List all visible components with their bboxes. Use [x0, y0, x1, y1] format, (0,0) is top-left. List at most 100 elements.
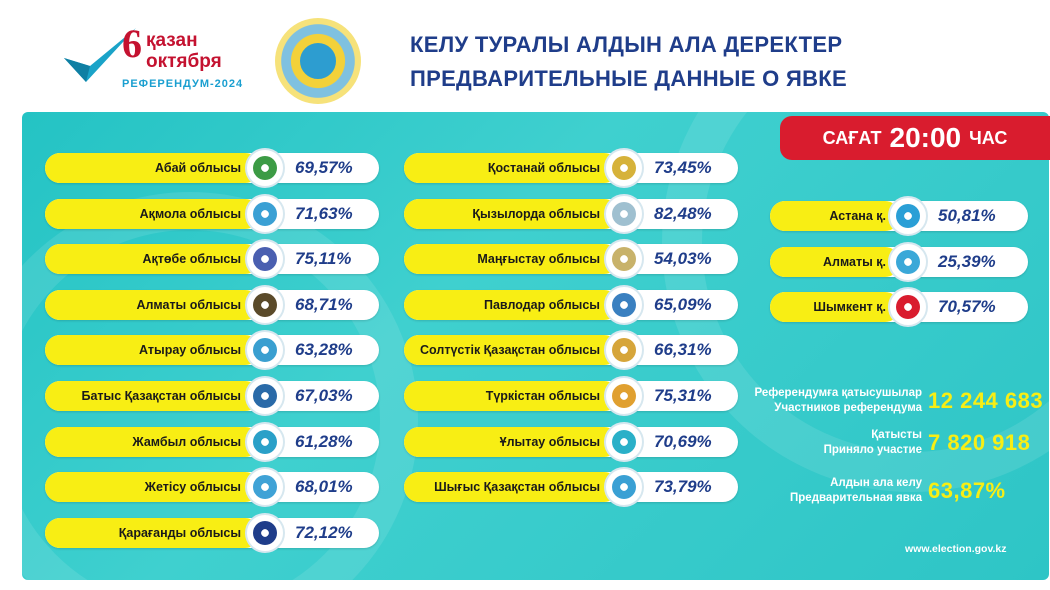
turnout-percent: 68,71%	[295, 294, 353, 314]
kostanay-emblem-icon	[604, 148, 644, 188]
logo-day: 6	[122, 21, 142, 66]
turnout-percent: 75,11%	[295, 249, 352, 269]
region-row: Қостанай облысы 73,45%	[404, 148, 738, 188]
region-name-bar	[404, 198, 619, 229]
turnout-percent: 67,03%	[295, 386, 353, 405]
voted-label-ru: Приняло участие	[823, 444, 922, 456]
region-name: Қостанай облысы	[487, 161, 600, 175]
region-name-bar	[45, 198, 260, 229]
page-title-ru: ПРЕДВАРИТЕЛЬНЫЕ ДАННЫЕ О ЯВКЕ	[410, 66, 847, 91]
logo-referendum: РЕФЕРЕНДУМ-2024	[122, 78, 244, 90]
election-commission-emblem-icon	[275, 18, 361, 104]
west-kazakhstan-emblem-icon	[245, 376, 285, 416]
turnout-percent: 50,81%	[938, 206, 996, 225]
participants-label-kz: Референдумға қатысушылар	[754, 387, 922, 399]
region-row: Абай облысы 69,57%	[45, 148, 379, 188]
region-row: Қызылорда облысы 82,48%	[404, 193, 738, 234]
turnout-value: 63,87%	[928, 478, 1006, 503]
region-row: Астана қ. 50,81%	[770, 196, 1028, 236]
region-row: Алматы облысы 68,71%	[45, 284, 379, 325]
region-name: Жетісу облысы	[144, 480, 241, 495]
region-name-bar	[45, 517, 260, 548]
region-name-bar	[404, 289, 619, 320]
footer-url: www.election.gov.kz	[905, 543, 1007, 555]
turnout-percent: 61,28%	[295, 431, 353, 451]
region-name-bar	[45, 244, 260, 275]
time-badge: САҒАТ 20:00 ЧАС	[780, 116, 1050, 160]
zhambyl-emblem-icon	[245, 421, 285, 462]
turnout-label: Алдын ала келу Предварительная явка	[790, 476, 922, 506]
region-name: Шығыс Қазақстан облысы	[434, 480, 600, 495]
turnout-label-ru: Предварительная явка	[790, 492, 922, 504]
region-row: Түркістан облысы 75,31%	[404, 376, 738, 416]
region-name-bar	[770, 246, 900, 277]
region-name: Абай облысы	[155, 161, 241, 175]
zhetisu-emblem-icon	[245, 467, 285, 508]
region-row: Маңғыстау облысы 54,03%	[404, 239, 738, 280]
shymkent-emblem-icon	[888, 287, 928, 328]
region-name-bar	[45, 153, 260, 183]
referendum-logo: 6 қазан октября РЕФЕРЕНДУМ-2024	[60, 18, 250, 98]
mangystau-emblem-icon	[604, 239, 644, 280]
participants-label-ru: Участников референдума	[774, 402, 922, 414]
turnout-percent: 69,57%	[295, 158, 353, 177]
turnout-percent: 73,79%	[654, 477, 712, 497]
region-row: Ақтөбе облысы 75,11%	[45, 239, 379, 280]
region-row: Ұлытау облысы 70,69%	[404, 421, 738, 462]
turnout-percent: 68,01%	[295, 477, 353, 497]
region-row: Алматы қ. 25,39%	[770, 241, 1028, 282]
turnout-percent: 65,09%	[654, 294, 712, 314]
turnout-percent: 71,63%	[295, 203, 353, 223]
karaganda-emblem-icon	[245, 512, 285, 553]
region-row: Жамбыл облысы 61,28%	[45, 421, 379, 462]
region-row: Павлодар облысы 65,09%	[404, 284, 738, 325]
region-name: Солтүстік Қазақстан облысы	[420, 343, 600, 358]
region-name-bar	[45, 472, 260, 503]
region-name-bar	[45, 335, 260, 366]
region-name: Қарағанды облысы	[118, 525, 241, 540]
aktobe-emblem-icon	[245, 239, 285, 280]
region-row: Батыс Қазақстан облысы 67,03%	[45, 376, 379, 416]
turnout-percent: 72,12%	[295, 522, 353, 542]
region-name-bar	[404, 153, 619, 183]
region-name-bar	[770, 201, 900, 231]
region-row: Қарағанды облысы 72,12%	[45, 512, 379, 553]
logo-month-ru: октября	[146, 51, 222, 72]
region-row: Шығыс Қазақстан облысы 73,79%	[404, 467, 738, 508]
voted-value: 7 820 918	[928, 430, 1031, 455]
region-name-bar	[45, 289, 260, 320]
region-name-bar	[404, 381, 619, 411]
turnout-label-kz: Алдын ала келу	[830, 477, 922, 489]
turnout-percent: 63,28%	[295, 340, 353, 360]
kyzylorda-emblem-icon	[604, 193, 644, 234]
region-name-bar	[404, 335, 619, 366]
turnout-percent: 54,03%	[654, 249, 712, 269]
voted-label-kz: Қатысты	[871, 429, 922, 441]
almaty-city-emblem-icon	[888, 241, 928, 282]
region-name-bar	[404, 472, 619, 503]
ulytau-emblem-icon	[604, 421, 644, 462]
region-row: Солтүстік Қазақстан облысы 66,31%	[404, 330, 738, 371]
region-name: Қызылорда облысы	[472, 206, 600, 221]
region-row: Ақмола облысы 71,63%	[45, 193, 379, 234]
turnout-percent: 70,69%	[654, 431, 712, 451]
region-row: Шымкент қ. 70,57%	[770, 287, 1028, 328]
participants-value: 12 244 683	[928, 388, 1044, 413]
region-name-bar	[770, 292, 900, 323]
region-name: Атырау облысы	[139, 343, 241, 358]
time-badge-prefix: САҒАТ	[822, 127, 882, 148]
abai-emblem-icon	[245, 148, 285, 188]
voted-label: Қатысты Приняло участие	[824, 428, 922, 458]
region-name: Ақмола облысы	[139, 206, 241, 221]
logo-month-kz: қазан	[146, 30, 198, 51]
region-name-bar	[404, 426, 619, 457]
page-title-kz: КЕЛУ ТУРАЛЫ АЛДЫН АЛА ДЕРЕКТЕР	[410, 32, 843, 57]
region-name: Ақтөбе облысы	[142, 252, 241, 267]
region-name: Түркістан облысы	[485, 389, 600, 403]
turnout-percent: 82,48%	[654, 203, 712, 223]
region-row: Атырау облысы 63,28%	[45, 330, 379, 371]
region-name: Батыс Қазақстан облысы	[81, 389, 242, 403]
region-name-bar	[404, 244, 619, 275]
almaty-region-emblem-icon	[245, 284, 285, 325]
astana-emblem-icon	[888, 196, 928, 236]
